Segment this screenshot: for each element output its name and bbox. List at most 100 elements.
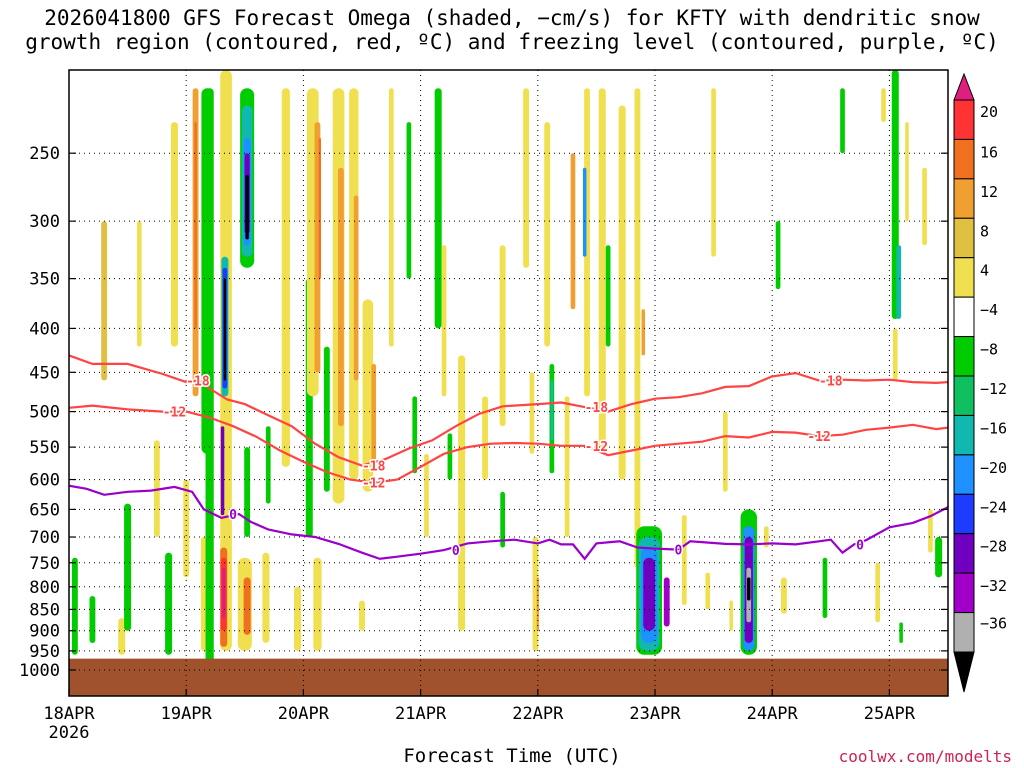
omega-cell: [170, 122, 178, 347]
colorbar-cap: [953, 72, 975, 101]
omega-cell: [899, 622, 903, 643]
contour-label: -18: [585, 401, 609, 416]
omega-cell: [118, 618, 126, 655]
credit-link[interactable]: coolwx.com/modelts: [838, 747, 1012, 766]
colorbar-label: −24: [980, 498, 1007, 516]
omega-cell: [244, 447, 251, 538]
omega-cell: [584, 88, 590, 397]
omega-cell: [388, 88, 394, 347]
omega-cell: [905, 122, 909, 222]
ground-shading: [69, 658, 948, 696]
omega-cell: [71, 557, 78, 655]
y-tick-label: 350: [29, 270, 60, 290]
omega-cell: [406, 122, 412, 279]
colorbar-label: −20: [980, 459, 1007, 477]
omega-cell: [294, 586, 302, 651]
colorbar-segment: [953, 138, 975, 180]
y-tick-label: 1000: [19, 661, 60, 681]
colorbar-label: −28: [980, 538, 1007, 556]
omega-cell: [529, 372, 535, 454]
x-tick-sublabel: 2026: [49, 723, 90, 743]
omega-cell: [922, 167, 927, 246]
omega-cell: [136, 221, 142, 347]
y-tick-label: 250: [29, 144, 60, 164]
colorbar-label: −32: [980, 577, 1007, 595]
omega-cell: [747, 577, 751, 601]
colorbar-segment: [953, 99, 975, 140]
omega-cell: [243, 577, 251, 635]
y-tick-label: 300: [29, 212, 60, 232]
y-tick-label: 400: [29, 319, 60, 339]
omega-cell: [500, 491, 505, 548]
x-tick-label: 19APR: [161, 704, 213, 724]
y-tick-label: 850: [29, 600, 60, 620]
omega-cell: [711, 88, 716, 257]
omega-cell: [523, 88, 530, 268]
omega-cell: [441, 245, 447, 397]
x-tick-label: 21APR: [395, 704, 447, 724]
omega-cell: [482, 396, 488, 480]
colorbar-label: −12: [980, 380, 1007, 398]
omega-cell: [663, 577, 670, 627]
omega-cell: [875, 562, 881, 623]
colorbar-segment: [953, 612, 975, 653]
omega-cell: [775, 221, 781, 290]
omega-cell: [447, 433, 453, 480]
omega-cell: [763, 526, 769, 548]
colorbar-segment: [953, 336, 975, 377]
omega-cell: [362, 299, 374, 492]
y-tick-label: 750: [29, 554, 60, 574]
y-tick-label: 700: [29, 528, 60, 548]
y-tick-label: 900: [29, 622, 60, 642]
y-tick-label: 650: [29, 500, 60, 520]
omega-cell: [705, 572, 711, 610]
omega-cell: [262, 552, 270, 643]
contour-line: [69, 404, 948, 484]
contour-label: -12: [585, 440, 608, 455]
colorbar-segment: [953, 414, 975, 456]
x-tick-label: 25APR: [864, 704, 916, 724]
omega-cell: [643, 557, 655, 631]
omega-cell: [681, 515, 687, 606]
contour-label: -12: [362, 477, 385, 492]
x-axis-label: Forecast Time (UTC): [403, 745, 621, 767]
contour-label: -12: [807, 430, 830, 445]
omega-cell: [359, 600, 365, 631]
omega-cell: [221, 567, 226, 619]
omega-cell: [641, 309, 646, 356]
x-tick-label: 18APR: [43, 704, 95, 724]
contour-label: -18: [362, 460, 386, 475]
colorbar-segment: [953, 493, 975, 535]
omega-cell: [840, 88, 845, 154]
omega-cell: [101, 221, 108, 381]
omega-cell: [499, 245, 506, 427]
x-tick-label: 20APR: [278, 704, 330, 724]
contour-label: 0: [675, 544, 683, 559]
omega-cell: [371, 363, 377, 467]
colorbar-label: −8: [980, 341, 998, 359]
omega-cell: [194, 122, 197, 329]
colorbar-label: 16: [980, 143, 998, 161]
omega-cell: [935, 537, 943, 578]
omega-cell: [89, 596, 96, 643]
x-tick-label: 23APR: [629, 704, 681, 724]
y-tick-label: 600: [29, 471, 60, 491]
omega-cell: [424, 453, 429, 538]
chart-title: 2026041800 GFS Forecast Omega (shaded, −…: [25, 6, 999, 54]
colorbar-segment: [953, 296, 975, 338]
omega-cell: [544, 122, 551, 347]
omega-cell: [605, 245, 611, 347]
colorbar-cap: [953, 651, 975, 693]
colorbar-segment: [953, 375, 975, 416]
omega-cell: [822, 557, 828, 619]
contour-label: 0: [229, 508, 237, 523]
colorbar-label: 20: [980, 103, 998, 121]
omega-cell: [722, 411, 728, 492]
omega-cell: [281, 88, 290, 467]
omega-cell: [536, 577, 539, 631]
omega-cell: [220, 426, 225, 516]
colorbar-label: 12: [980, 183, 998, 201]
omega-cell: [183, 479, 190, 578]
contour-line: [69, 354, 948, 467]
omega-cell: [928, 509, 933, 553]
